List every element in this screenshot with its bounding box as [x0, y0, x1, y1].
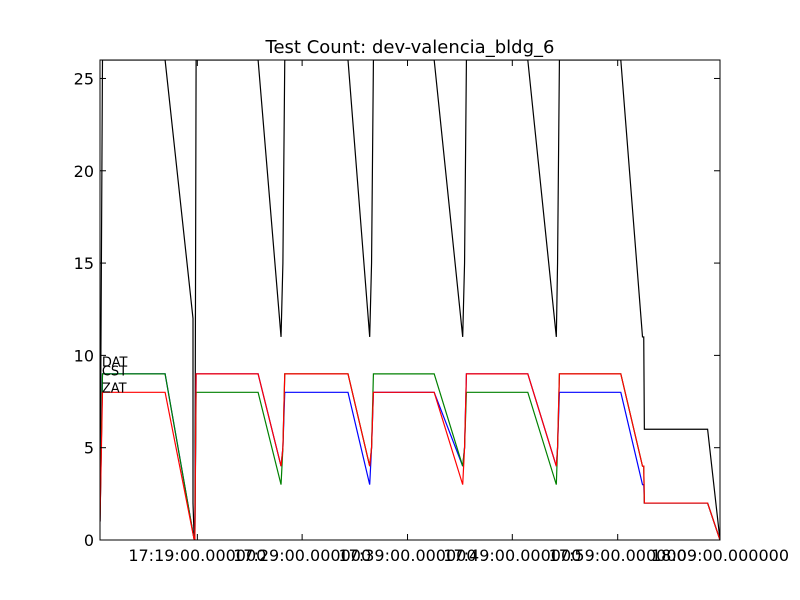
x-tick-label: 18:09:00.000000 [651, 546, 789, 565]
x-tick-label: 17:49:00.000000 [443, 546, 581, 565]
series-line-4 [100, 373, 720, 540]
x-tick-label: 17:19:00.000000 [128, 546, 266, 565]
annotation-cst: CST [102, 365, 127, 380]
y-tick-label: 25 [74, 69, 94, 88]
y-tick-label: 10 [74, 346, 94, 365]
annotation-zat: ZAT [102, 381, 127, 396]
y-tick-label: 15 [74, 254, 94, 273]
annotation-dat: DAT [102, 355, 128, 370]
y-tick-label: 20 [74, 162, 94, 181]
chart-title: Test Count: dev-valencia_bldg_6 [265, 37, 555, 58]
plot-frame [99, 59, 721, 541]
x-tick-label: 17:59:00.000000 [549, 546, 687, 565]
x-tick-label: 17:39:00.000000 [339, 546, 477, 565]
series-layer [100, 60, 720, 540]
y-tick-label: 0 [84, 531, 94, 550]
ticks-layer: 0 5 10 15 20 25 17:19:00.00000017:29:00.000000… [74, 60, 789, 565]
y-tick-label: 5 [84, 439, 94, 458]
x-tick-label: 17:29:00.000000 [233, 546, 371, 565]
series-line-1 [100, 60, 720, 540]
